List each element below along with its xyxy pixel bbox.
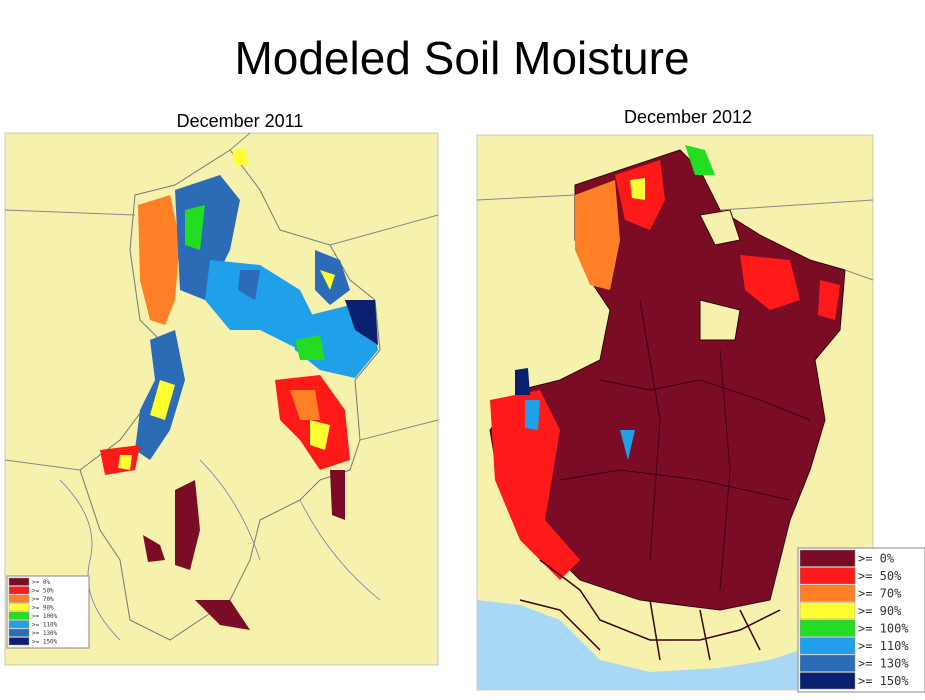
legend-swatch xyxy=(8,620,30,629)
legend-label: >= 70% xyxy=(32,596,54,603)
legend-swatch xyxy=(8,586,30,595)
legend-label: >= 50% xyxy=(858,569,902,583)
legend-swatch xyxy=(799,619,856,637)
legend-label: >= 110% xyxy=(858,639,909,653)
legend-swatch xyxy=(8,577,30,586)
legend-2012: >= 0% >= 50% >= 70% >= 90% >= 100% >= 110% >= … xyxy=(797,547,925,693)
legend-swatch xyxy=(799,654,856,672)
map-2011: >= 0%>= 50% >= 70%>= 90% >= 100%>= 110% >= … xyxy=(4,132,439,666)
legend-label: >= 0% xyxy=(32,579,50,586)
legend-label: >= 150% xyxy=(32,638,58,645)
legend-label: >= 130% xyxy=(858,656,909,670)
legend-swatch xyxy=(8,637,30,646)
legend-label: >= 70% xyxy=(858,586,902,600)
legend-swatch xyxy=(799,637,856,655)
legend-label: >= 50% xyxy=(32,587,54,594)
legend-label: >= 130% xyxy=(32,630,58,637)
legend-swatch xyxy=(8,611,30,620)
legend-label: >= 150% xyxy=(858,674,909,688)
legend-label: >= 90% xyxy=(32,604,54,611)
legend-label: >= 100% xyxy=(858,621,909,635)
legend-label: >= 100% xyxy=(32,613,58,620)
legend-swatch xyxy=(799,549,856,567)
legend-swatch xyxy=(799,602,856,620)
legend-2011: >= 0%>= 50% >= 70%>= 90% >= 100%>= 110% >= … xyxy=(6,575,90,649)
map-caption: December 2012 xyxy=(624,107,752,127)
legend-swatch xyxy=(799,672,856,690)
map-2012: >= 0% >= 50% >= 70% >= 90% >= 100% >= 110% >= … xyxy=(476,134,925,693)
slide-title: Modeled Soil Moisture xyxy=(234,32,689,84)
legend-swatch xyxy=(799,584,856,602)
legend-label: >= 110% xyxy=(32,621,58,628)
legend-label: >= 90% xyxy=(858,604,902,618)
map-caption: December 2011 xyxy=(177,111,304,131)
legend-swatch xyxy=(8,628,30,637)
legend-swatch xyxy=(8,603,30,612)
legend-swatch xyxy=(799,567,856,585)
legend-label: >= 0% xyxy=(858,551,895,565)
legend-swatch xyxy=(8,594,30,603)
